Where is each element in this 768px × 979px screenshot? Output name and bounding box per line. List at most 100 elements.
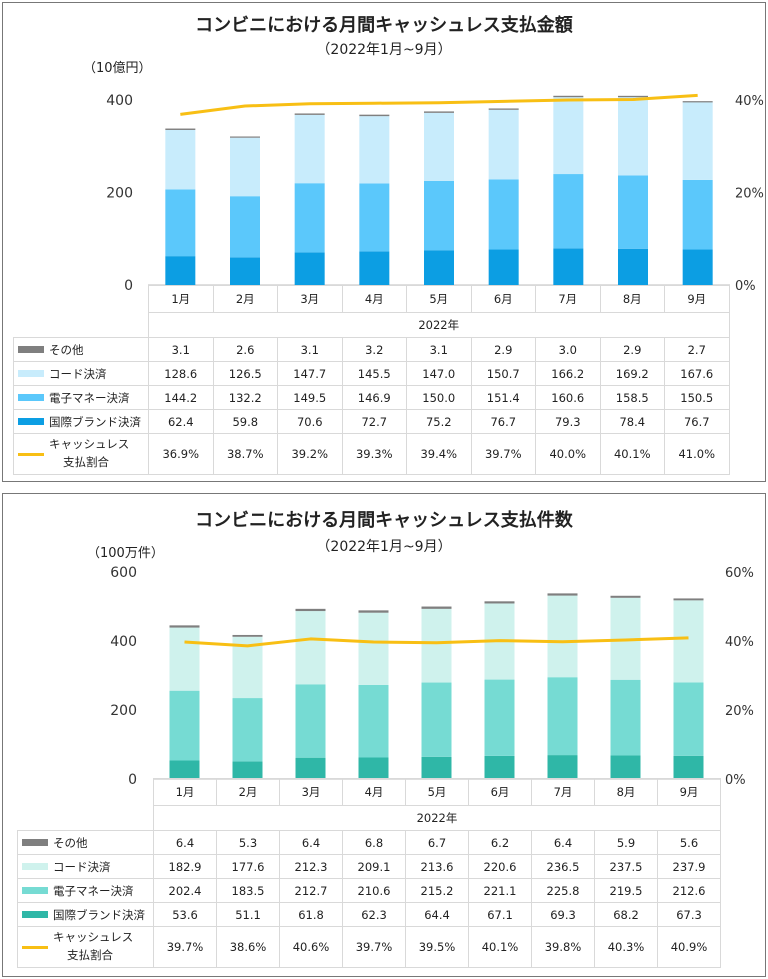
table-cell: 62.4 bbox=[148, 409, 214, 434]
legend-swatch bbox=[22, 863, 48, 870]
table-cell: 39.8% bbox=[531, 926, 595, 968]
count-data-table: 1月 2月 3月 4月 5月 6月 7月 8月 9月 2022年 その他 6.4 5.3 6.4 6.8 6.… bbox=[17, 778, 721, 968]
bar-segment bbox=[488, 109, 519, 180]
table-cell: 40.0% bbox=[535, 433, 601, 475]
bar-segment bbox=[165, 129, 196, 190]
bar-segment bbox=[169, 627, 200, 691]
y-axis-tick-label: 200 bbox=[106, 186, 133, 202]
bar-segment bbox=[424, 112, 454, 181]
bar-segment bbox=[682, 179, 713, 250]
row-label: 電子マネー決済 bbox=[13, 385, 149, 410]
table-cell: 5.3 bbox=[216, 830, 280, 855]
table-cell: 210.6 bbox=[342, 878, 406, 903]
table-cell: 70.6 bbox=[277, 409, 343, 434]
table-cell: 67.3 bbox=[657, 902, 721, 927]
table-cell: 6.4 bbox=[153, 830, 217, 855]
table-row: コード決済 182.9 177.6 212.3 209.1 213.6 220.6 236.5… bbox=[17, 854, 721, 879]
month-header: 6月 bbox=[468, 778, 532, 806]
month-header: 5月 bbox=[405, 778, 469, 806]
row-label: 電子マネー決済 bbox=[17, 878, 154, 903]
table-cell: 51.1 bbox=[216, 902, 280, 927]
bar-segment bbox=[424, 111, 454, 113]
bar-segment bbox=[553, 97, 584, 175]
bar-segment bbox=[424, 250, 454, 285]
bar-segment bbox=[359, 251, 390, 285]
table-cell: 40.9% bbox=[657, 926, 721, 968]
table-cell: 166.2 bbox=[535, 361, 601, 386]
row-label-text: 国際ブランド決済 bbox=[53, 907, 145, 922]
bar-segment bbox=[682, 249, 713, 285]
month-header: 8月 bbox=[594, 778, 658, 806]
table-cell: 225.8 bbox=[531, 878, 595, 903]
year-header: 2022年 bbox=[153, 805, 721, 831]
bar-segment bbox=[169, 690, 200, 761]
month-header: 5月 bbox=[406, 285, 472, 313]
left-axis-unit: （10億円） bbox=[83, 61, 152, 76]
bar-segment bbox=[295, 611, 326, 685]
bar-segment bbox=[421, 682, 452, 757]
y2-axis-tick-label: 20% bbox=[725, 704, 754, 719]
table-cell: 132.2 bbox=[212, 385, 278, 410]
y2-axis-tick-label: 0% bbox=[725, 773, 746, 788]
y-axis-tick-label: 400 bbox=[110, 634, 137, 650]
bar-segment bbox=[618, 97, 648, 176]
bar-segment bbox=[359, 183, 390, 252]
bar-segment bbox=[673, 755, 704, 779]
y-axis-tick-label: 200 bbox=[110, 703, 137, 719]
month-header: 1月 bbox=[148, 285, 214, 313]
table-cell: 3.2 bbox=[341, 337, 407, 362]
row-label-text: 国際ブランド決済 bbox=[49, 414, 141, 429]
row-label-text: キャッシュレス 支払割合 bbox=[49, 437, 130, 469]
table-row: キャッシュレス 支払割合 36.9% 38.7% 39.2% 39.3% 39.4% 39.7… bbox=[13, 433, 730, 475]
bar-segment bbox=[682, 102, 713, 180]
row-label-text: その他 bbox=[49, 342, 84, 357]
table-cell: 5.9 bbox=[594, 830, 658, 855]
month-header: 3月 bbox=[279, 778, 343, 806]
bar-segment bbox=[547, 593, 578, 596]
table-cell: 5.6 bbox=[657, 830, 721, 855]
amount-chart-panel: コンビニにおける月間キャッシュレス支払金額 （2022年1月~9月） （10億円… bbox=[2, 2, 766, 482]
bar-segment bbox=[165, 128, 196, 130]
year-header: 2022年 bbox=[148, 312, 730, 338]
month-header: 4月 bbox=[342, 778, 406, 806]
table-row: その他 3.1 2.6 3.1 3.2 3.1 2.9 3.0 2.9 2.7 bbox=[13, 337, 730, 362]
bar-segment bbox=[488, 249, 519, 285]
table-cell: 6.8 bbox=[342, 830, 406, 855]
legend-swatch bbox=[18, 394, 44, 401]
row-label: 国際ブランド決済 bbox=[13, 409, 149, 434]
bar-segment bbox=[232, 761, 263, 779]
cashless-ratio-line bbox=[180, 93, 698, 116]
table-cell: 40.3% bbox=[594, 926, 658, 968]
bar-segment bbox=[547, 677, 578, 756]
month-header: 2月 bbox=[216, 778, 280, 806]
bar-segment bbox=[169, 760, 200, 779]
table-cell: 36.9% bbox=[148, 433, 214, 475]
table-cell: 167.6 bbox=[664, 361, 730, 386]
table-cell: 146.9 bbox=[341, 385, 407, 410]
month-header: 8月 bbox=[599, 285, 665, 313]
table-row: 国際ブランド決済 62.4 59.8 70.6 72.7 75.2 76.7 79.3 78.4… bbox=[13, 409, 730, 434]
table-cell: 149.5 bbox=[277, 385, 343, 410]
table-cell: 78.4 bbox=[599, 409, 665, 434]
table-cell: 76.7 bbox=[470, 409, 536, 434]
table-row: コード決済 128.6 126.5 147.7 145.5 147.0 150.7 166.2… bbox=[13, 361, 730, 386]
left-axis-unit: （100万件） bbox=[87, 546, 164, 561]
table-cell: 39.7% bbox=[342, 926, 406, 968]
table-row: キャッシュレス 支払割合 39.7% 38.6% 40.6% 39.7% 39.5% 40.1… bbox=[17, 926, 721, 968]
table-cell: 126.5 bbox=[212, 361, 278, 386]
bar-segment bbox=[553, 95, 584, 98]
row-label-text: 電子マネー決済 bbox=[53, 883, 134, 898]
cashless-ratio-line bbox=[184, 636, 689, 648]
bar-segment bbox=[421, 606, 452, 609]
table-cell: 236.5 bbox=[531, 854, 595, 879]
bar-segment bbox=[295, 757, 326, 779]
month-header: 7月 bbox=[531, 778, 595, 806]
table-cell: 64.4 bbox=[405, 902, 469, 927]
bar-segment bbox=[484, 601, 515, 604]
table-cell: 202.4 bbox=[153, 878, 217, 903]
table-cell: 2.9 bbox=[599, 337, 665, 362]
row-label-text: 電子マネー決済 bbox=[49, 390, 130, 405]
bar-segment bbox=[618, 95, 648, 98]
legend-swatch bbox=[22, 945, 48, 949]
legend-swatch bbox=[22, 839, 48, 846]
